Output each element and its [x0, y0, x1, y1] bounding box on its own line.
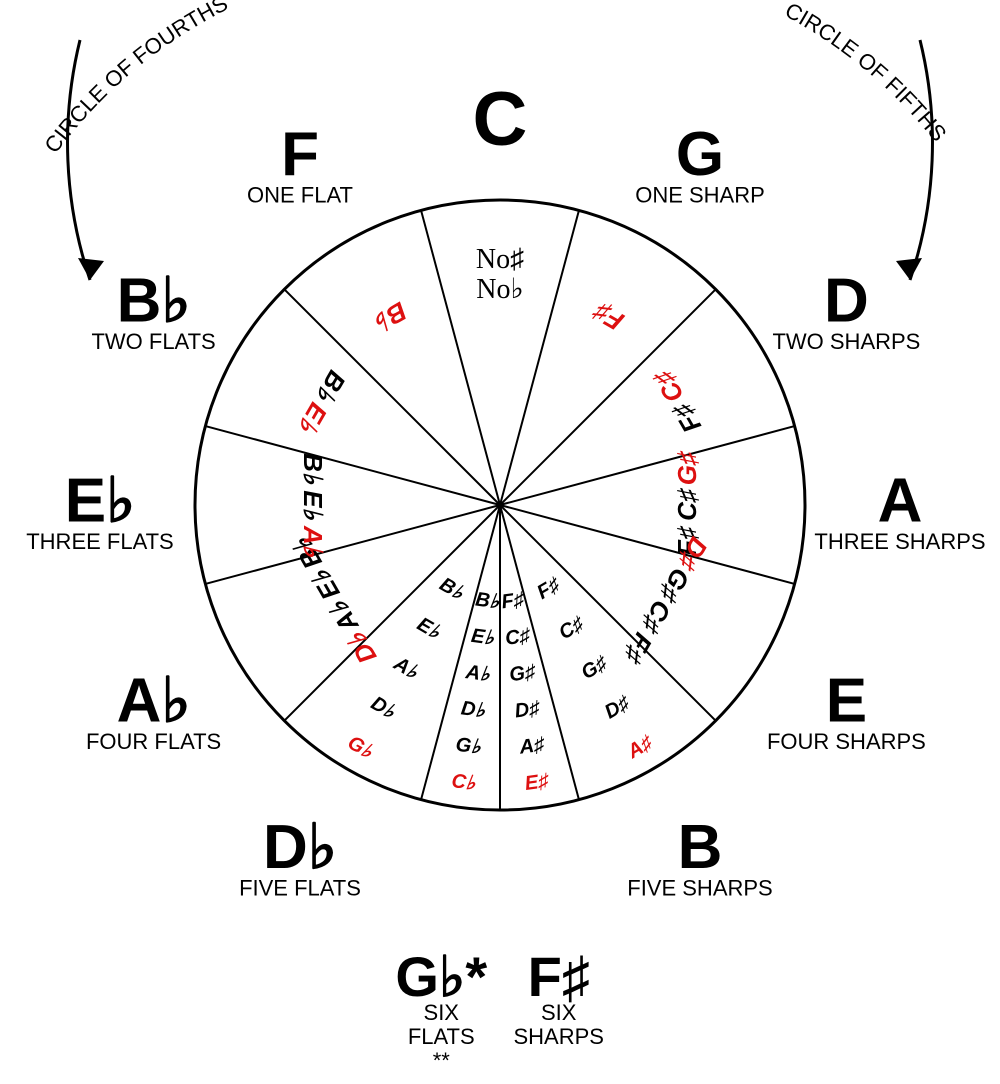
accidental: B♭ [474, 589, 501, 614]
accidental: A♭ [298, 525, 328, 558]
key-desc: THREE FLATS [26, 529, 174, 554]
accidental: A♯ [517, 734, 546, 759]
key-desc: SIX [424, 1000, 460, 1025]
key-label: E♭ [65, 466, 136, 535]
key-desc: THREE SHARPS [814, 529, 985, 554]
key-label: A♭ [117, 666, 191, 735]
key-label: A [878, 466, 923, 535]
accidental: B♭ [298, 453, 328, 485]
key-label: G [676, 120, 724, 189]
circle-diagram: CIRCLE OF FOURTHSCIRCLE OF FIFTHSNo♯No♭C… [0, 0, 1000, 1084]
key-desc: TWO SHARPS [772, 329, 920, 354]
key-label: E [826, 666, 867, 735]
accidental: D♯ [513, 697, 541, 722]
accidental: C♯ [672, 487, 702, 521]
svg-text:No♭: No♭ [476, 274, 523, 305]
fourths-arrow [68, 40, 90, 280]
accidental: G♯ [672, 450, 702, 485]
key-desc: FOUR SHARPS [767, 729, 926, 754]
accidental: D♭ [460, 697, 487, 722]
accidental: G♯ [508, 661, 537, 686]
key-desc: FOUR FLATS [86, 729, 221, 754]
key-desc: ONE FLAT [247, 183, 353, 208]
key-label: F♯ [528, 945, 590, 1008]
key-desc: SIX [541, 1000, 577, 1025]
fourths-label: CIRCLE OF FOURTHS [39, 0, 231, 158]
accidental: A♭ [464, 661, 492, 686]
key-desc: FIVE SHARPS [627, 876, 772, 901]
key-label: D♭ [263, 813, 337, 882]
fifths-arrow [910, 40, 932, 280]
accidental: C♯ [504, 625, 532, 650]
key-label: D [824, 266, 869, 335]
key-label: F [281, 120, 319, 189]
key-desc: ** [433, 1048, 451, 1073]
key-desc: FIVE FLATS [239, 876, 361, 901]
key-label: G♭* [395, 945, 487, 1008]
accidental: E♭ [298, 490, 328, 520]
accidental: E♭ [470, 625, 496, 650]
accidental: E♯ [524, 770, 551, 795]
key-desc: SHARPS [513, 1024, 603, 1049]
accidental: F♯ [500, 589, 526, 614]
center-no-accidentals: No♯ [476, 244, 524, 275]
accidental: G♭ [454, 734, 482, 759]
key-label: B♭ [117, 266, 191, 335]
key-label: B [678, 813, 723, 882]
key-desc: TWO FLATS [91, 329, 215, 354]
key-desc: FLATS [408, 1024, 475, 1049]
key-desc: ONE SHARP [635, 183, 765, 208]
accidental: C♭ [450, 770, 477, 795]
key-label: C [473, 77, 528, 162]
